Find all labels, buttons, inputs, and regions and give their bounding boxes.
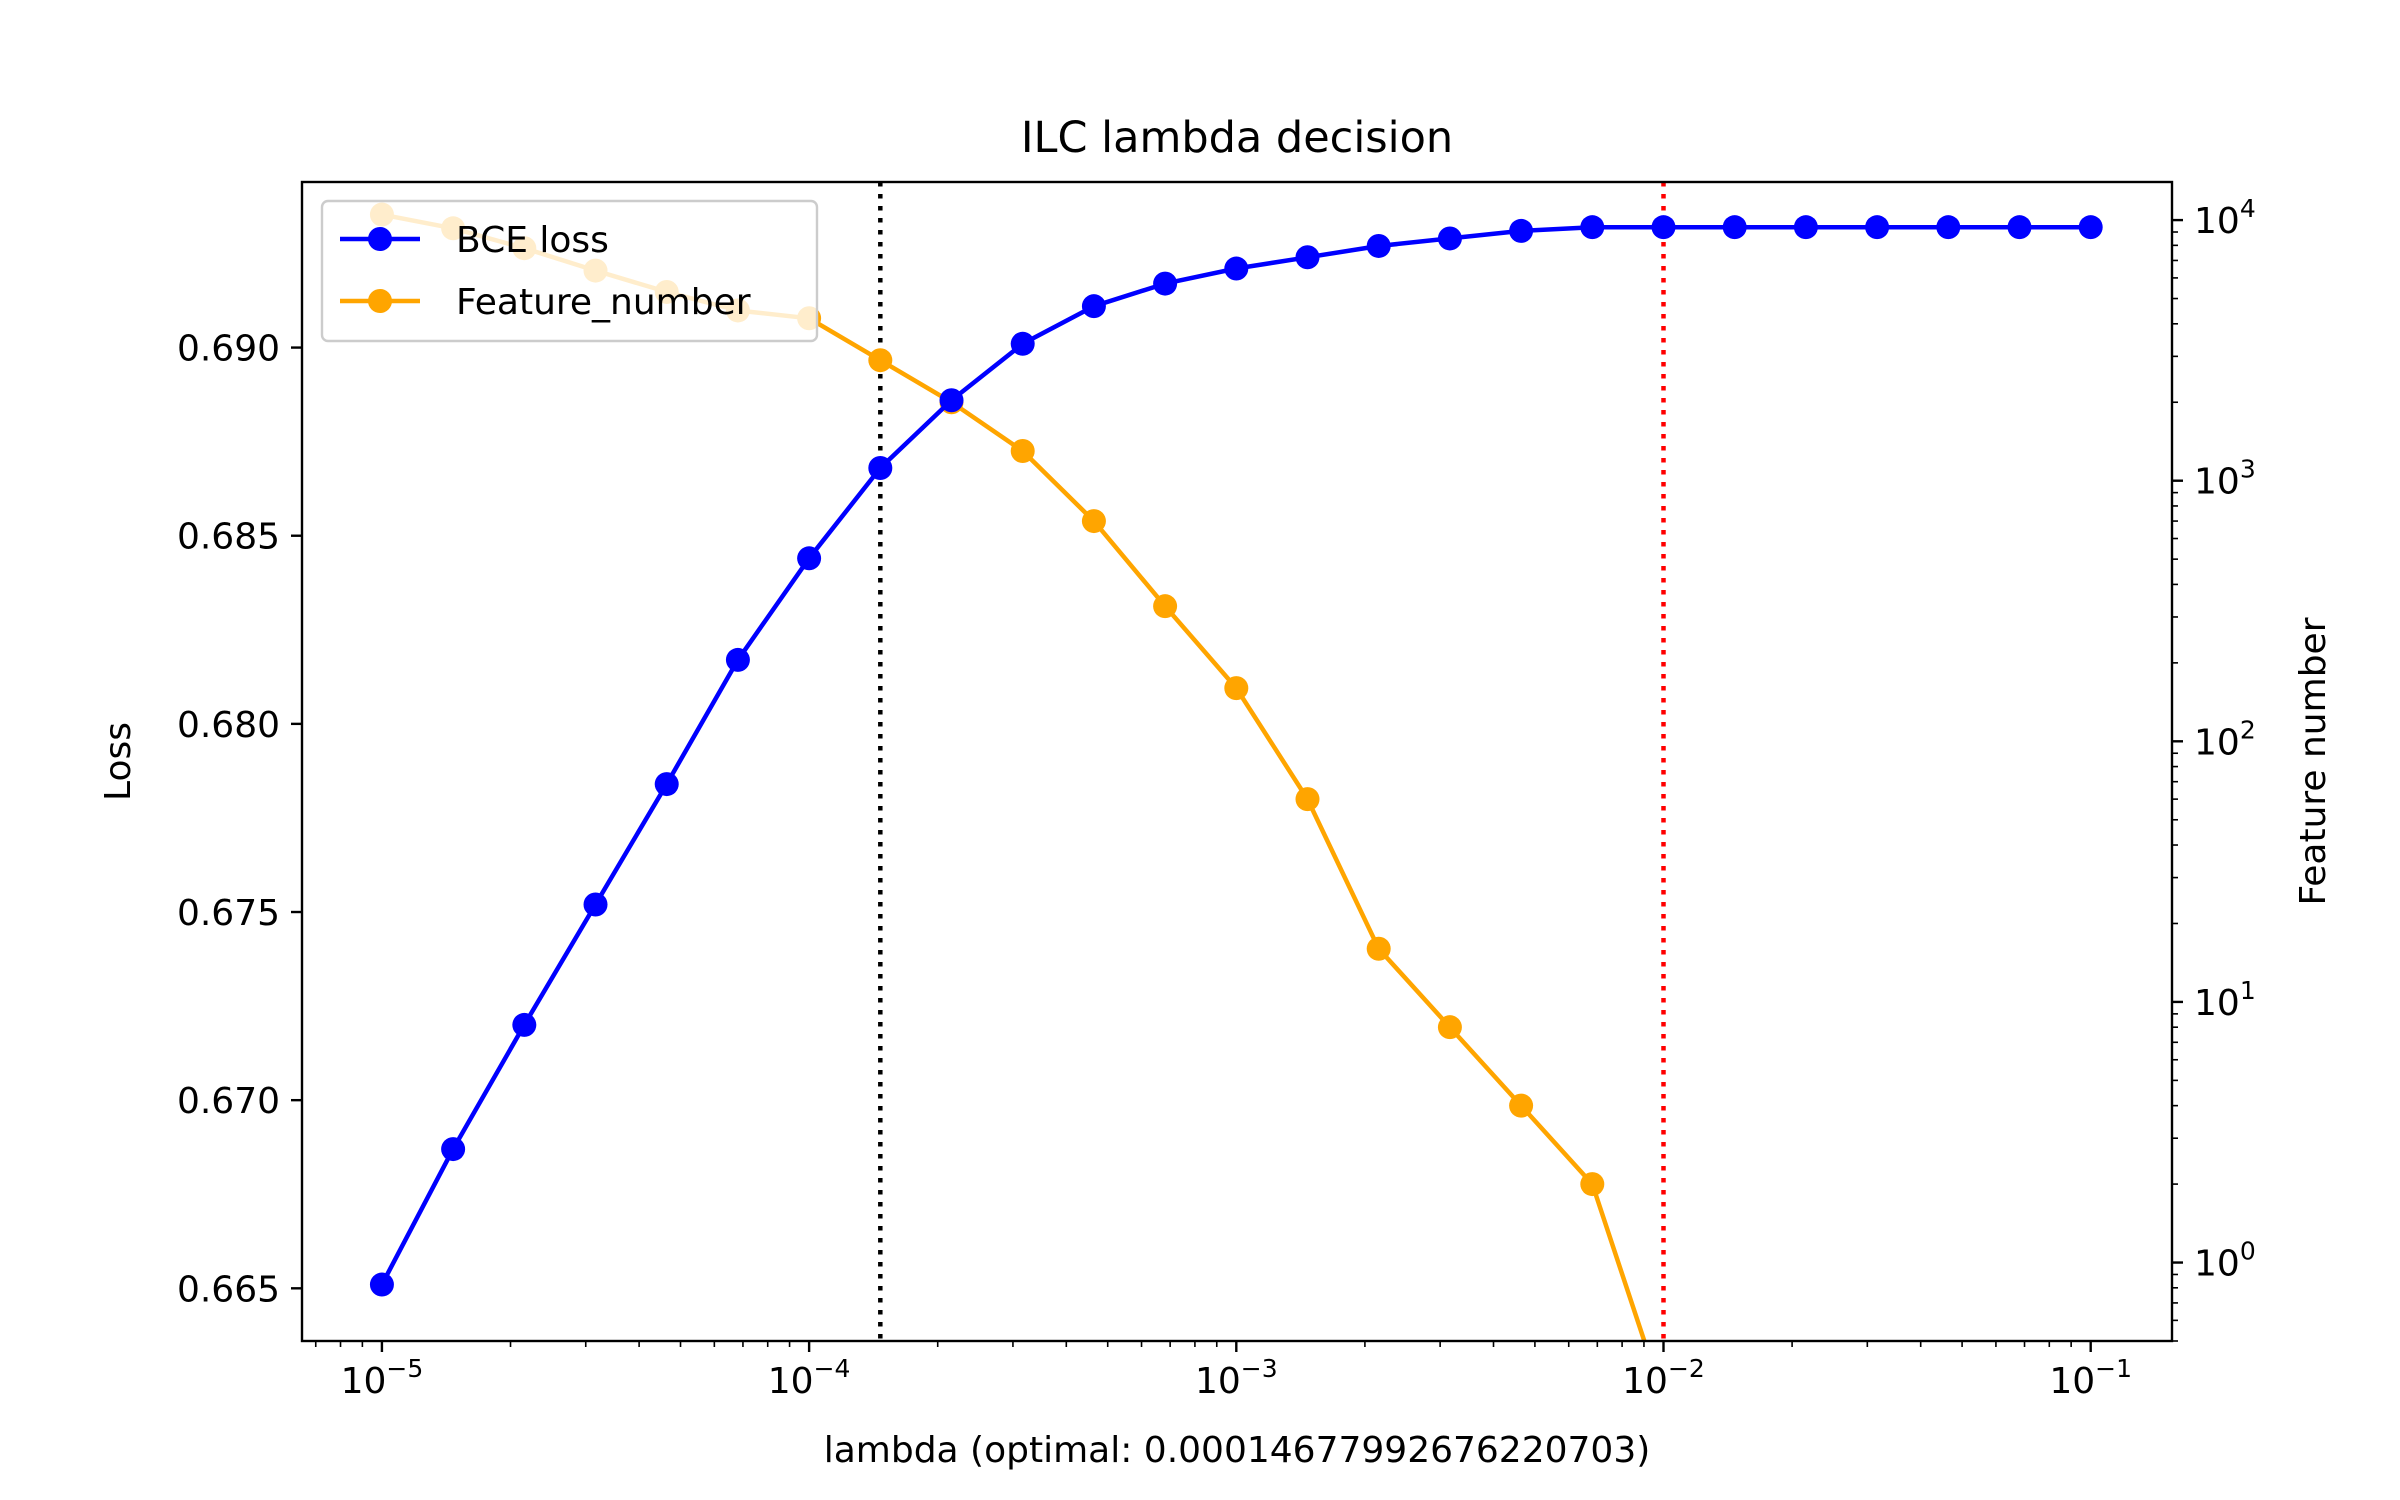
legend: BCE loss Feature_number [320, 199, 819, 343]
series-bce-loss [369, 215, 2103, 1297]
data-point [583, 892, 608, 917]
x-axis-title: lambda (optimal: 0.00014677992676220703) [824, 1430, 1651, 1471]
x-tick-label: 10−2 [1622, 1354, 1705, 1402]
data-point [512, 1012, 537, 1037]
data-point [1295, 787, 1320, 812]
data-point [1224, 676, 1249, 701]
data-point [1295, 245, 1320, 270]
y2-tick-label: 103 [2194, 455, 2256, 503]
data-point [1509, 1093, 1534, 1118]
data-point [1793, 215, 1818, 240]
data-point [1010, 331, 1035, 356]
data-point [2007, 215, 2032, 240]
data-point [1580, 215, 1605, 240]
legend-box [320, 199, 819, 343]
x-tick-label: 10−1 [2049, 1354, 2132, 1402]
legend-label: BCE loss [456, 220, 609, 261]
x-tick-label: 10−3 [1195, 1354, 1278, 1402]
legend-marker [368, 227, 392, 251]
data-point [939, 388, 964, 413]
data-point [1437, 226, 1462, 251]
y2-tick-label: 101 [2194, 976, 2256, 1024]
y-tick-label: 0.685 [177, 517, 280, 558]
data-point [1081, 294, 1106, 319]
data-point [1936, 215, 1961, 240]
data-point [1651, 215, 1676, 240]
data-point [797, 546, 822, 571]
data-point [725, 647, 750, 672]
data-point [1224, 256, 1249, 281]
y2-tick-label: 100 [2194, 1237, 2256, 1285]
y2-axis-title: Feature number [2293, 617, 2334, 905]
x-tick-label: 10−5 [341, 1354, 424, 1402]
data-point [1366, 936, 1391, 961]
legend-marker [368, 289, 392, 313]
data-point [1010, 439, 1035, 464]
data-point [1153, 594, 1178, 619]
data-point [2078, 215, 2103, 240]
axes: 10−5 10−4 10−3 10−2 10−1 0.665 0.670 0.675 0.680… [177, 180, 2256, 1402]
y-tick-label: 0.680 [177, 705, 280, 746]
data-point [1366, 233, 1391, 258]
x-tick-label: 10−4 [768, 1354, 851, 1402]
data-point [1153, 271, 1178, 296]
y2-tick-label: 104 [2194, 194, 2256, 242]
data-point [1865, 215, 1890, 240]
data-point [1437, 1015, 1462, 1040]
y-tick-label: 0.675 [177, 893, 280, 934]
data-point [1509, 218, 1534, 243]
chart-title: ILC lambda decision [1021, 113, 1453, 163]
y-tick-label: 0.665 [177, 1269, 280, 1310]
data-point [1580, 1172, 1605, 1197]
data-point [868, 455, 893, 480]
y-tick-label: 0.690 [177, 329, 280, 370]
data-point [1081, 509, 1106, 534]
data-point [441, 1137, 466, 1162]
data-point [369, 1272, 394, 1297]
data-point [1722, 215, 1747, 240]
y-axis-title: Loss [98, 722, 139, 801]
data-point [868, 348, 893, 373]
reference-lines [878, 182, 1666, 1341]
legend-label: Feature_number [456, 282, 751, 323]
data-point [654, 772, 679, 797]
y2-tick-label: 102 [2194, 715, 2256, 763]
y-tick-label: 0.670 [177, 1081, 280, 1122]
